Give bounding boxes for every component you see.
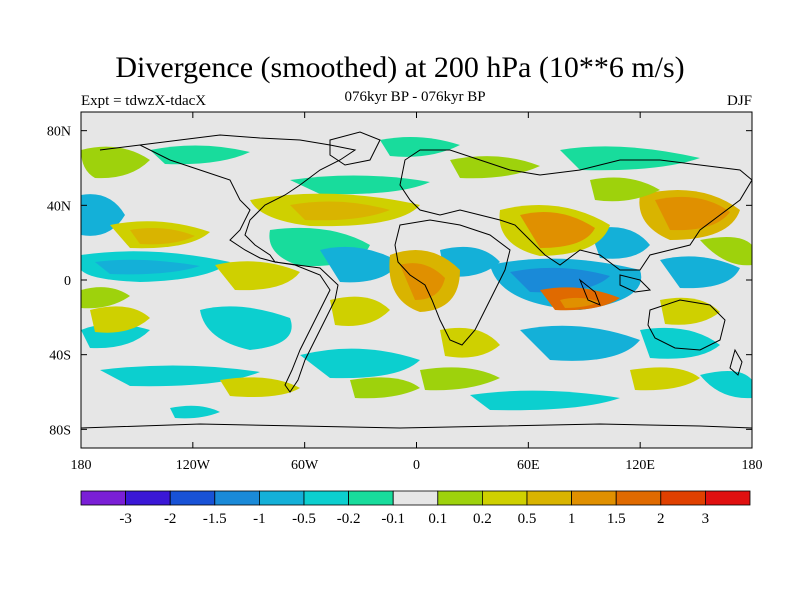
colorbar-swatch — [615, 490, 662, 506]
lat-tick-label: 80N — [47, 125, 71, 140]
lon-tick-label: 120W — [176, 458, 211, 473]
experiment-label: Expt = tdwzX-tdacX — [81, 93, 207, 109]
colorbar-label: -1 — [253, 511, 266, 527]
period-label: 076kyr BP - 076kyr BP — [344, 89, 486, 105]
colorbar-swatch — [348, 490, 394, 506]
colorbar-swatch — [214, 490, 260, 506]
colorbar-swatch — [125, 490, 171, 506]
colorbar-label: -2 — [164, 511, 177, 527]
colorbar-swatch — [481, 490, 528, 506]
colorbar-label: 2 — [657, 511, 665, 527]
coastlines — [81, 131, 752, 429]
colorbar-label: 3 — [702, 511, 710, 527]
colorbar-label: 0.2 — [473, 511, 492, 527]
axis-ticks: 180 120W 60W 0 60E 120E 180 80N 40N 0 40S 80S — [47, 112, 763, 473]
colorbar-label: 1 — [568, 511, 576, 527]
colorbar-label: -1.5 — [203, 511, 227, 527]
colorbar-swatch — [169, 490, 216, 506]
contour-fields — [81, 136, 752, 419]
plot-title: Divergence (smoothed) at 200 hPa (10**6 … — [115, 51, 685, 84]
lon-tick-label: 180 — [71, 458, 92, 473]
lon-tick-label: 180 — [742, 458, 763, 473]
lon-tick-label: 60W — [291, 458, 319, 473]
colorbar-swatch — [571, 490, 617, 506]
lon-tick-label: 120E — [625, 458, 655, 473]
colorbar-label: -0.1 — [381, 511, 405, 527]
colorbar-swatch — [660, 490, 706, 506]
colorbar-label: 0.1 — [428, 511, 447, 527]
colorbar-label: -3 — [119, 511, 132, 527]
colorbar-swatch — [705, 490, 751, 506]
lon-tick-label: 0 — [413, 458, 420, 473]
lat-tick-label: 80S — [49, 423, 71, 438]
colorbar-swatch — [392, 490, 439, 506]
lat-tick-label: 40N — [47, 199, 71, 214]
colorbar-swatch — [526, 490, 572, 506]
lon-tick-label: 60E — [517, 458, 540, 473]
colorbar-label: 1.5 — [607, 511, 626, 527]
colorbar-label: -0.2 — [337, 511, 361, 527]
colorbar-label: 0.5 — [518, 511, 537, 527]
colorbar-swatch — [258, 490, 305, 506]
colorbar-swatch — [437, 490, 483, 506]
colorbar-swatch — [303, 490, 349, 506]
lat-tick-label: 0 — [64, 274, 71, 289]
colorbar: -3 -2 -1.5 -1 -0.5 -0.2 -0.1 0.1 0.2 0.5 1 1.5 2 3 — [80, 490, 751, 527]
lat-tick-label: 40S — [49, 349, 71, 364]
season-label: DJF — [726, 93, 752, 109]
colorbar-label: -0.5 — [292, 511, 316, 527]
colorbar-swatch — [80, 490, 126, 506]
